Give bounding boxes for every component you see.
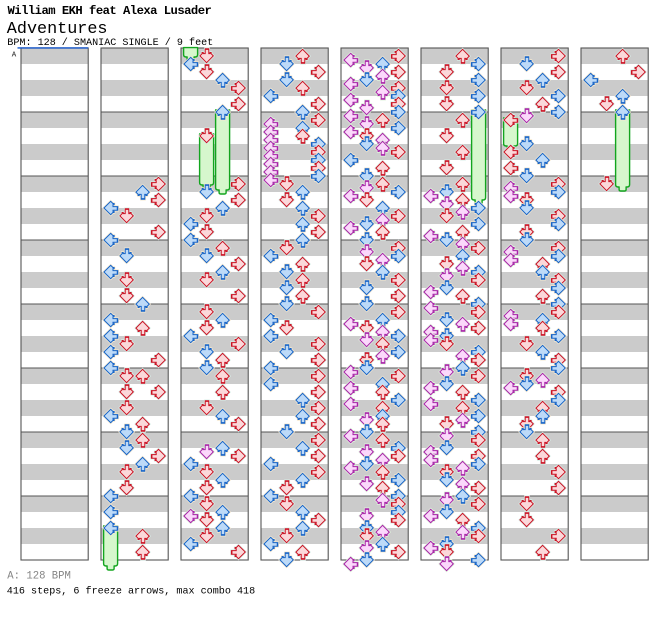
svg-text:A: A <box>12 51 17 59</box>
svg-text:Adventures: Adventures <box>7 20 108 39</box>
svg-text:A: 128 BPM: A: 128 BPM <box>7 571 71 583</box>
svg-text:William EKH feat Alexa Lusader: William EKH feat Alexa Lusader <box>8 4 212 18</box>
svg-text:BPM: 128 / SMANIAC SINGLE / 9: BPM: 128 / SMANIAC SINGLE / 9 feet <box>7 37 213 49</box>
svg-text:416 steps, 6 freeze arrows, ma: 416 steps, 6 freeze arrows, max combo 41… <box>7 586 255 598</box>
